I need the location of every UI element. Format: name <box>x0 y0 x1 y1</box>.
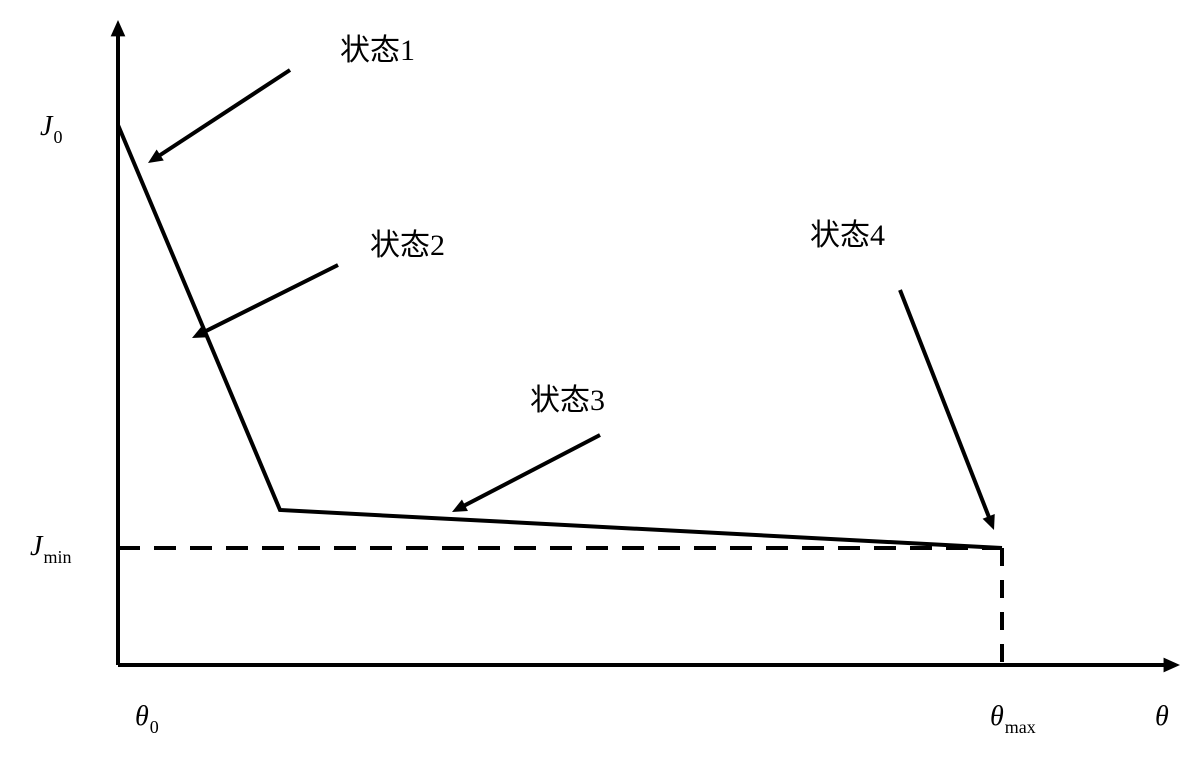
x-label-theta0: θ0 <box>135 701 159 737</box>
x-axis-label-theta: θ <box>1155 701 1169 732</box>
state1-label: 状态1 <box>340 34 415 67</box>
curve <box>118 125 1002 548</box>
state3-arrow <box>459 435 600 508</box>
state1-arrow <box>155 70 290 159</box>
x-label-thetamax: θmax <box>990 701 1036 737</box>
state2-label: 状态2 <box>370 229 445 262</box>
state4-label: 状态4 <box>810 219 885 252</box>
y-label-j0: J0 <box>40 111 62 147</box>
state4-arrow <box>900 290 991 523</box>
state3-label: 状态3 <box>530 384 605 417</box>
state2-arrow <box>199 265 338 334</box>
arrowhead <box>983 514 995 530</box>
arrowhead <box>1164 658 1180 673</box>
arrowhead <box>111 20 126 36</box>
diagram-container: 状态1 状态2 状态3 状态4 J0 Jmin θ0 θmax θ <box>0 0 1200 765</box>
y-label-jmin: Jmin <box>30 531 71 567</box>
diagram-svg: 状态1 状态2 状态3 状态4 J0 Jmin θ0 θmax θ <box>0 0 1200 765</box>
